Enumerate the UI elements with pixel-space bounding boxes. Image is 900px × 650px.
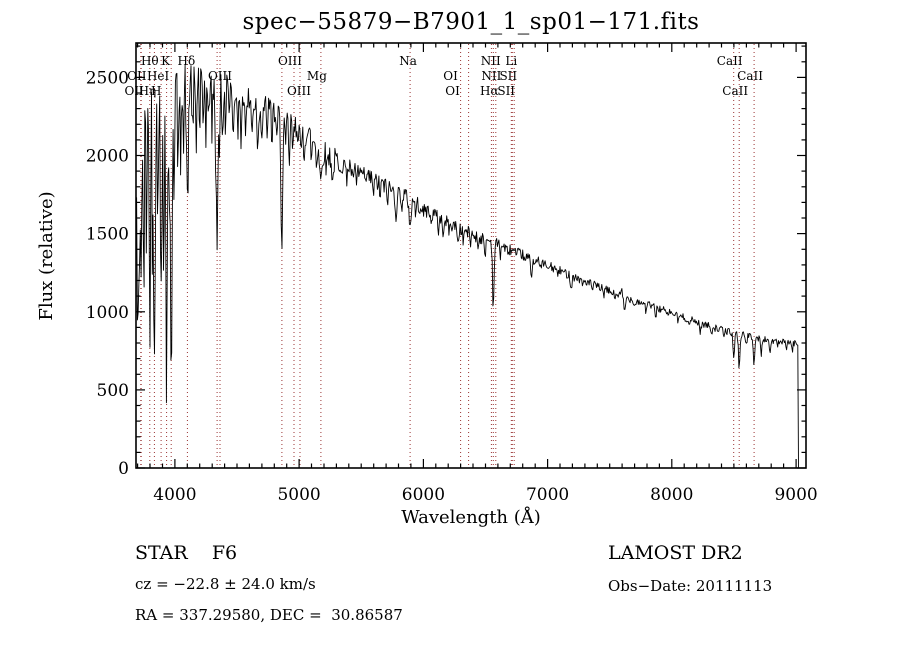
spectral-line-label: CaII bbox=[717, 54, 743, 68]
spectral-line-label: Hδ bbox=[178, 54, 196, 68]
x-tick-label: 4000 bbox=[153, 485, 196, 505]
spectral-line-label: OIII bbox=[278, 54, 302, 68]
x-tick-label: 9000 bbox=[774, 485, 817, 505]
spectral-line-label: OIII bbox=[208, 69, 232, 83]
spectral-line-label: Li bbox=[505, 54, 517, 68]
spectral-line-label: CaII bbox=[722, 84, 748, 98]
y-tick-label: 1000 bbox=[86, 303, 129, 323]
spectral-line-label: K bbox=[161, 54, 171, 68]
spectral-line-label: OIII bbox=[287, 84, 311, 98]
spectral-line-label: SII bbox=[497, 84, 515, 98]
spectral-line-label: Hθ bbox=[141, 54, 159, 68]
y-tick-label: 1500 bbox=[86, 225, 129, 245]
y-tick-label: 2000 bbox=[86, 147, 129, 167]
y-tick-label: 500 bbox=[97, 381, 129, 401]
y-tick-label: 2500 bbox=[86, 68, 129, 88]
spectral-line-label: HeI bbox=[147, 69, 170, 83]
x-tick-label: 5000 bbox=[277, 485, 320, 505]
y-tick-label: 0 bbox=[118, 459, 129, 479]
spectral-line-label: CaII bbox=[737, 69, 763, 83]
spectral-line-label: OII bbox=[127, 69, 147, 83]
radial-velocity-label: cz = −22.8 ± 24.0 km/s bbox=[135, 575, 316, 593]
survey-release-label: LAMOST DR2 bbox=[608, 542, 743, 564]
spectral-line-label: NII bbox=[481, 69, 501, 83]
spectral-line-label: OI bbox=[443, 69, 458, 83]
x-tick-label: 8000 bbox=[650, 485, 693, 505]
spectral-line-label: Hα bbox=[480, 84, 499, 98]
spectrum-trace bbox=[136, 64, 799, 469]
plot-title: spec−55879−B7901_1_sp01−171.fits bbox=[242, 9, 700, 35]
y-axis-title: Flux (relative) bbox=[36, 191, 57, 320]
spectral-line-label: OII bbox=[125, 84, 145, 98]
spectral-line-label: Mg bbox=[307, 69, 327, 83]
spectral-line-label: NII bbox=[481, 54, 501, 68]
spectral-line-label: SII bbox=[499, 69, 517, 83]
spectral-line-label: Na bbox=[399, 54, 417, 68]
plot-frame bbox=[135, 42, 807, 469]
x-axis-title: Wavelength (Å) bbox=[401, 506, 541, 528]
x-tick-label: 7000 bbox=[526, 485, 569, 505]
spectral-line-label: H bbox=[151, 84, 161, 98]
object-class-label: STAR F6 bbox=[135, 542, 238, 564]
obs-date-label: Obs−Date: 20111113 bbox=[608, 577, 773, 595]
spectral-line-label: OI bbox=[445, 84, 460, 98]
coordinates-label: RA = 337.29580, DEC = 30.86587 bbox=[135, 606, 403, 624]
x-tick-label: 6000 bbox=[402, 485, 445, 505]
